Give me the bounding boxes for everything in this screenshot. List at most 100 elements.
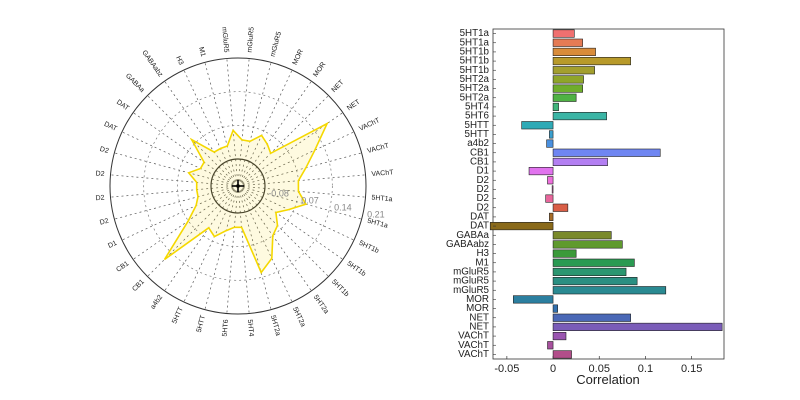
bar-y-tick-label: D2 bbox=[476, 193, 489, 204]
bar-y-tick-label: D1 bbox=[476, 166, 489, 177]
radar-spoke bbox=[237, 185, 362, 220]
radar-spoke bbox=[132, 112, 239, 187]
bar-x-tick-label: 0.15 bbox=[681, 363, 702, 375]
bar bbox=[552, 29, 575, 38]
radar-category-label: VAChT bbox=[358, 117, 382, 133]
bar-y-tick-label: GABAa bbox=[456, 230, 489, 241]
bar bbox=[552, 112, 607, 121]
bar bbox=[552, 240, 623, 249]
bar bbox=[552, 249, 577, 258]
radar-spoke bbox=[237, 131, 355, 187]
bar-y-tick-label: mGluR5 bbox=[453, 285, 489, 296]
bar-y-tick-label: MOR bbox=[466, 303, 489, 314]
bar bbox=[552, 66, 595, 75]
bar-x-tick-label: 0 bbox=[550, 363, 556, 375]
radar-zero-circle bbox=[210, 158, 266, 214]
radar-category-label: 5HT2a bbox=[291, 306, 306, 328]
radar-spoke bbox=[121, 185, 239, 241]
radar-spoke bbox=[183, 185, 239, 303]
radar-category-label: a4b2 bbox=[150, 294, 165, 311]
bar bbox=[552, 286, 667, 295]
radar-spoke bbox=[237, 185, 344, 260]
bar-y-tick-label: 5HT1b bbox=[460, 65, 490, 76]
bar bbox=[513, 295, 554, 304]
bar bbox=[552, 38, 583, 47]
radar-spoke bbox=[147, 185, 239, 277]
bar bbox=[552, 203, 569, 212]
radar-category-label: 5HT1a bbox=[371, 195, 393, 204]
bar-y-tick-label: D2 bbox=[476, 184, 489, 195]
radar-tick-label: 0.14 bbox=[334, 202, 352, 212]
bar-y-tick-label: VAChT bbox=[458, 340, 489, 351]
bar-y-tick-labels: 5HT1a5HT1a5HT1b5HT1b5HT1b5HT2a5HT2a5HT2a… bbox=[446, 28, 496, 360]
radar-category-label: D2 bbox=[99, 218, 110, 227]
bar bbox=[528, 167, 554, 176]
radar-category-label: 5HTT bbox=[196, 314, 207, 333]
bar-y-tick-label: 5HT2a bbox=[460, 92, 490, 103]
bar bbox=[552, 148, 661, 157]
bar-x-tick-label: 0.05 bbox=[589, 363, 610, 375]
radar-spoke bbox=[237, 80, 312, 187]
bar-x-axis-label: Correlation bbox=[576, 372, 640, 387]
bar bbox=[552, 313, 631, 322]
bar bbox=[552, 304, 558, 313]
radar-category-label: 5HT1b bbox=[358, 240, 380, 255]
bar-y-tick-label: DAT bbox=[470, 211, 489, 222]
radar-category-label: D2 bbox=[95, 195, 105, 203]
radar-spoke bbox=[121, 131, 239, 187]
radar-spoke bbox=[237, 185, 366, 198]
bar bbox=[552, 350, 572, 359]
radar-category-label: 5HT6 bbox=[222, 319, 230, 337]
bar-y-tick-label: 5HT1b bbox=[460, 46, 490, 57]
bar bbox=[552, 93, 577, 102]
radar-spoke bbox=[237, 185, 293, 303]
radar-spoke bbox=[183, 69, 239, 187]
radar-category-label: DAT bbox=[103, 121, 119, 133]
bar bbox=[552, 102, 559, 111]
radar-spoke bbox=[226, 58, 239, 187]
bar bbox=[552, 57, 631, 66]
bar-x-ticks: -0.05 0 0.05 0.1 0.15 bbox=[494, 356, 702, 375]
radar-spokes bbox=[110, 58, 366, 314]
bar-y-tick-label: MOR bbox=[466, 294, 489, 305]
radar-category-label: 5HT1b bbox=[330, 279, 350, 299]
radar-spoke bbox=[237, 185, 355, 241]
bar-y-tick-label: 5HT1a bbox=[460, 37, 490, 48]
radar-spoke bbox=[237, 185, 250, 314]
bar bbox=[549, 130, 554, 139]
bar-y-tick-label: VAChT bbox=[458, 349, 489, 360]
radar-spoke bbox=[164, 80, 239, 187]
bar-x-tick-label: 0.1 bbox=[638, 363, 653, 375]
bar-y-tick-label: GABAabz bbox=[446, 239, 489, 250]
bar bbox=[552, 258, 635, 267]
bar-y-tick-label: VAChT bbox=[458, 331, 489, 342]
bar bbox=[552, 47, 596, 56]
radar-category-label: D2 bbox=[99, 146, 110, 155]
bar-x-tick-label: -0.05 bbox=[494, 363, 519, 375]
radar-category-label: DAT bbox=[115, 99, 131, 113]
bar-y-tick-label: a4b2 bbox=[467, 138, 489, 149]
bar-y-tick-label: 5HT6 bbox=[465, 111, 490, 122]
radar-center-marker bbox=[232, 180, 244, 192]
bar-y-tick-label: D2 bbox=[476, 175, 489, 186]
radar-spoke bbox=[237, 185, 272, 310]
bar-y-tick-label: H3 bbox=[476, 248, 489, 259]
radar-category-label: 5HT2a bbox=[312, 294, 330, 315]
radar-fill bbox=[164, 123, 328, 273]
bar-axes-box bbox=[492, 28, 725, 360]
bar-y-tick-label: 5HT1a bbox=[460, 28, 490, 39]
bar bbox=[545, 194, 554, 203]
radar-spoke bbox=[204, 185, 239, 310]
radar-category-label: GABAabz bbox=[140, 49, 164, 79]
radar-category-label: D2 bbox=[95, 170, 105, 178]
radar-tick-label: 0.21 bbox=[367, 209, 385, 219]
bar bbox=[552, 84, 583, 93]
bar bbox=[552, 332, 567, 341]
radar-spoke bbox=[164, 185, 239, 292]
bar-y-tick-label: CB1 bbox=[470, 156, 489, 167]
radar-category-label: CB1 bbox=[115, 260, 130, 274]
radar-category-label: mGluR5 bbox=[247, 27, 256, 53]
bar bbox=[552, 277, 638, 286]
bar bbox=[546, 139, 554, 148]
